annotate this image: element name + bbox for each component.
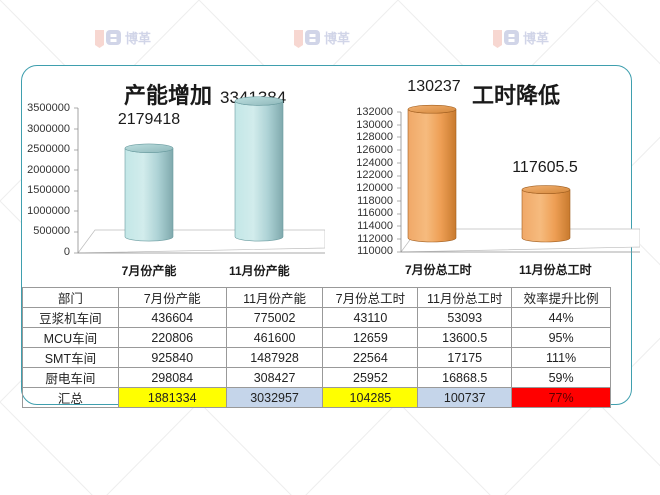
- svg-text:博革: 博革: [523, 31, 549, 46]
- svg-text:博革: 博革: [324, 31, 350, 46]
- svg-text:博革: 博革: [125, 31, 151, 46]
